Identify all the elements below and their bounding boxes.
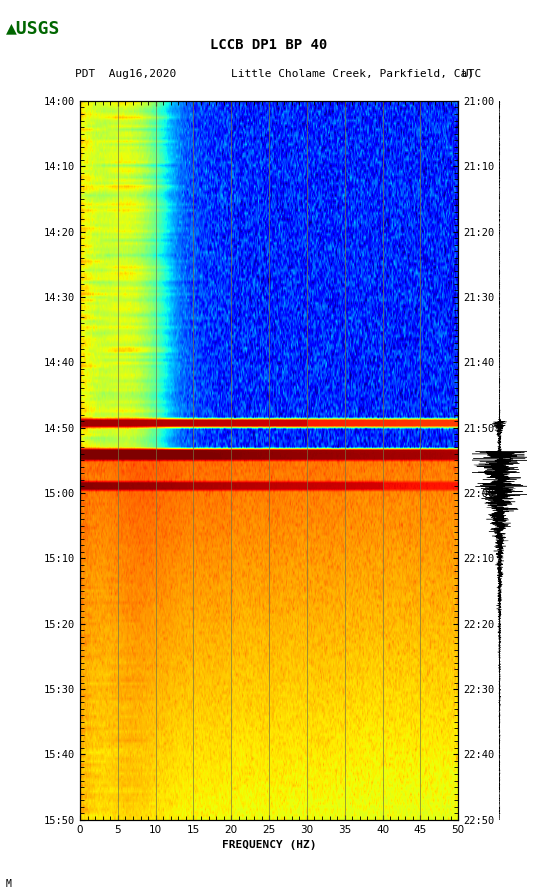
Text: LCCB DP1 BP 40: LCCB DP1 BP 40	[210, 38, 328, 52]
X-axis label: FREQUENCY (HZ): FREQUENCY (HZ)	[222, 840, 316, 850]
Text: Little Cholame Creek, Parkfield, Ca): Little Cholame Creek, Parkfield, Ca)	[231, 69, 474, 79]
Text: ▲USGS: ▲USGS	[6, 20, 60, 38]
Text: M: M	[6, 879, 12, 889]
Text: UTC: UTC	[461, 69, 481, 79]
Text: PDT  Aug16,2020: PDT Aug16,2020	[75, 69, 176, 79]
